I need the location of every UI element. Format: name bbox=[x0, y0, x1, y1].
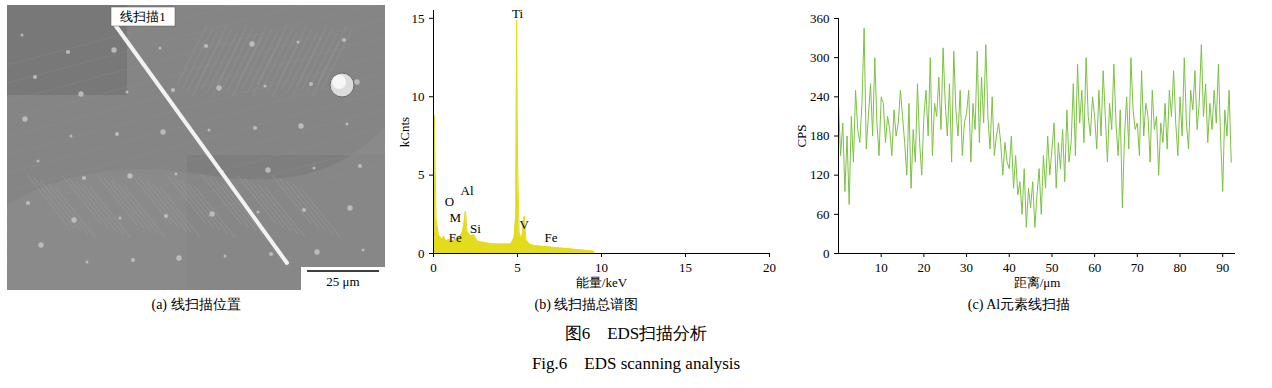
svg-text:50: 50 bbox=[1045, 260, 1058, 275]
svg-text:15: 15 bbox=[679, 260, 692, 275]
svg-text:kCnts: kCnts bbox=[397, 117, 412, 147]
svg-text:5: 5 bbox=[418, 167, 425, 182]
svg-text:80: 80 bbox=[1174, 260, 1187, 275]
svg-text:25 μm: 25 μm bbox=[326, 274, 359, 289]
svg-text:V: V bbox=[520, 217, 530, 232]
svg-text:360: 360 bbox=[810, 11, 830, 26]
svg-text:0: 0 bbox=[418, 246, 425, 261]
svg-text:Si: Si bbox=[470, 221, 481, 236]
svg-text:CPS: CPS bbox=[794, 124, 809, 147]
svg-text:60: 60 bbox=[1088, 260, 1101, 275]
svg-text:10: 10 bbox=[875, 260, 888, 275]
svg-text:Fe: Fe bbox=[449, 230, 462, 245]
html-text:(c) Al元素线扫描: (c) Al元素线扫描 bbox=[967, 297, 1071, 312]
svg-text:90: 90 bbox=[1216, 260, 1229, 275]
svg-text:120: 120 bbox=[810, 167, 830, 182]
svg-text:10: 10 bbox=[412, 89, 425, 104]
svg-text:Ti: Ti bbox=[512, 6, 523, 21]
svg-text:15: 15 bbox=[412, 10, 425, 25]
svg-text:O: O bbox=[445, 194, 454, 209]
html-text:图6 EDS扫描分析: 图6 EDS扫描分析 bbox=[564, 324, 708, 343]
svg-text:20: 20 bbox=[917, 260, 930, 275]
svg-text:240: 240 bbox=[810, 89, 830, 104]
svg-text:Fe: Fe bbox=[545, 230, 558, 245]
svg-text:M: M bbox=[450, 210, 462, 225]
svg-text:能量/keV: 能量/keV bbox=[576, 275, 628, 290]
html-text:Fig.6 EDS scanning analysis: Fig.6 EDS scanning analysis bbox=[531, 354, 741, 373]
svg-text:10: 10 bbox=[595, 260, 608, 275]
svg-text:0: 0 bbox=[823, 246, 830, 261]
svg-text:70: 70 bbox=[1131, 260, 1144, 275]
svg-text:距离/μm: 距离/μm bbox=[1014, 275, 1061, 290]
svg-text:20: 20 bbox=[763, 260, 776, 275]
svg-text:60: 60 bbox=[817, 206, 830, 221]
svg-text:5: 5 bbox=[514, 260, 521, 275]
svg-text:线扫描1: 线扫描1 bbox=[120, 9, 166, 24]
html-text:(a) 线扫描位置: (a) 线扫描位置 bbox=[151, 297, 241, 312]
svg-text:Al: Al bbox=[461, 183, 474, 198]
html-text:(b) 线扫描总谱图: (b) 线扫描总谱图 bbox=[534, 297, 639, 312]
svg-text:180: 180 bbox=[810, 128, 830, 143]
svg-text:0: 0 bbox=[430, 260, 437, 275]
svg-text:300: 300 bbox=[810, 50, 830, 65]
svg-text:40: 40 bbox=[1003, 260, 1016, 275]
svg-text:30: 30 bbox=[960, 260, 973, 275]
